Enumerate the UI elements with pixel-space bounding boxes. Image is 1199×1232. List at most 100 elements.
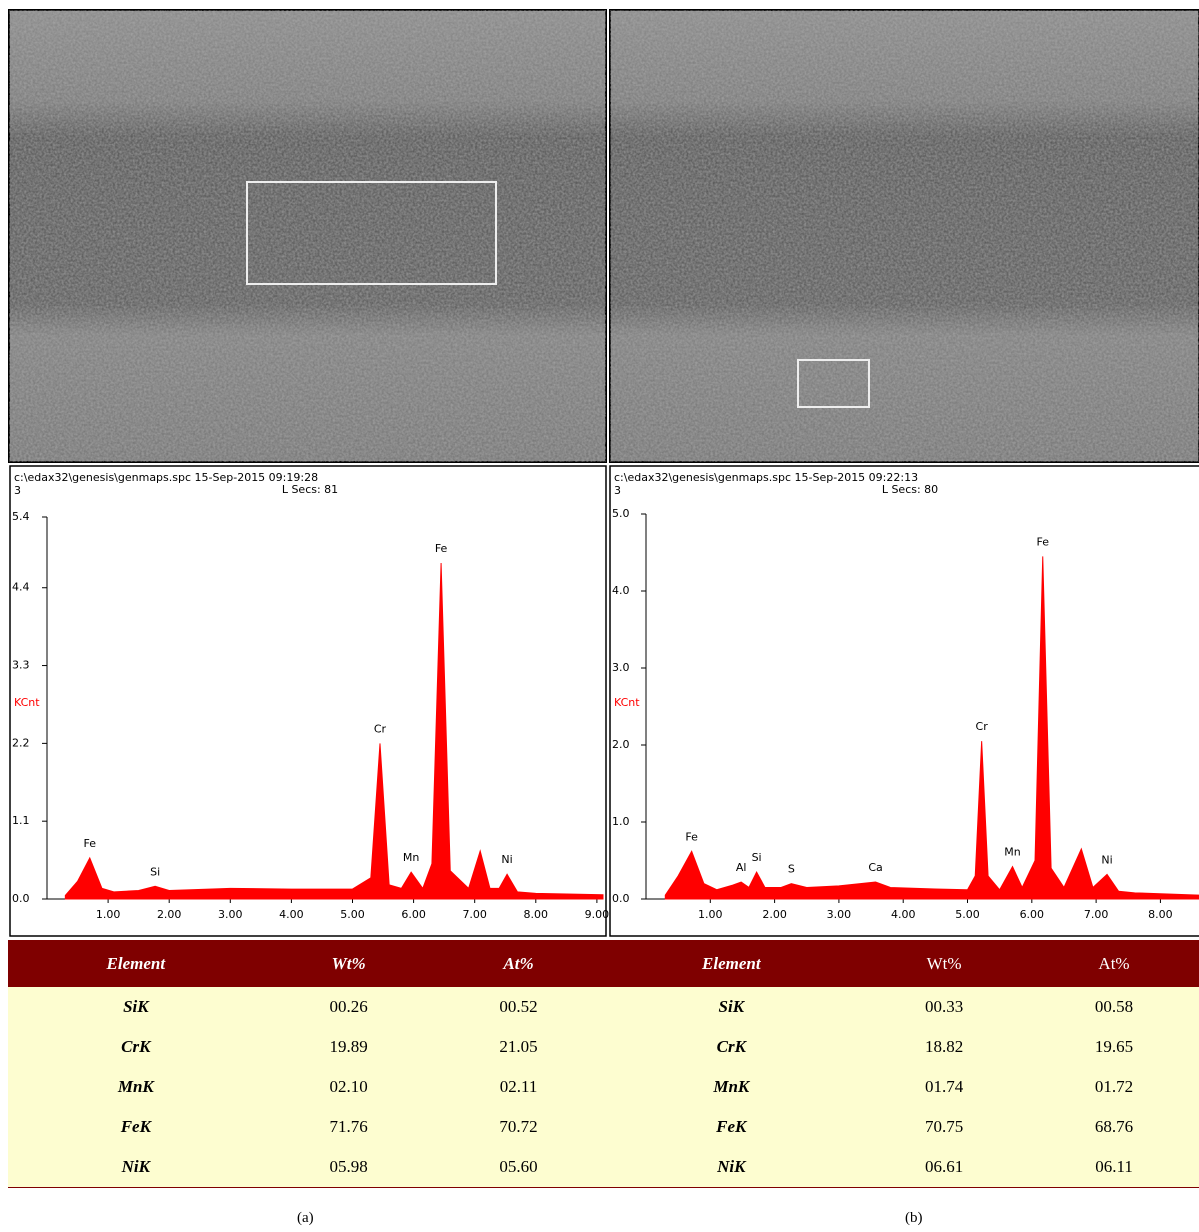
cell: 00.52 (434, 987, 604, 1027)
header-cell: At% (1029, 940, 1199, 987)
cell: SiK (603, 987, 859, 1027)
spectrum-header: 3 (14, 484, 21, 497)
cell: 19.65 (1029, 1027, 1199, 1067)
header-cell: Wt% (264, 940, 434, 987)
y-tick-label: 0.0 (12, 892, 30, 905)
cell: 00.58 (1029, 987, 1199, 1027)
figure: c:\edax32\genesis\genmaps.spc 15-Sep-201… (0, 0, 1199, 940)
cell: 68.76 (1029, 1107, 1199, 1147)
x-tick-label: 7.00 (462, 908, 487, 921)
cell: 71.76 (264, 1107, 434, 1147)
peak-label: Mn (403, 851, 419, 864)
caption: (a) (297, 1210, 314, 1227)
x-tick-label: 8.00 (1148, 908, 1173, 921)
y-tick-label: 5.0 (612, 507, 630, 520)
spectrum-subtitle: L Secs: 80 (882, 483, 938, 496)
x-tick-label: 5.00 (340, 908, 365, 921)
peak-label: Fe (84, 837, 97, 850)
cell: 00.26 (264, 987, 434, 1027)
y-tick-label: 2.0 (612, 738, 630, 751)
x-tick-label: 3.00 (218, 908, 243, 921)
cell: 06.11 (1029, 1147, 1199, 1188)
peak-label: Al (736, 861, 747, 874)
peak-label: Cr (976, 720, 989, 733)
cell: 70.72 (434, 1107, 604, 1147)
cell: CrK (8, 1027, 264, 1067)
x-tick-label: 2.00 (762, 908, 787, 921)
cell: 02.10 (264, 1067, 434, 1107)
page: c:\edax32\genesis\genmaps.spc 15-Sep-201… (0, 0, 1199, 1232)
cell: FeK (603, 1107, 859, 1147)
cell: 00.33 (859, 987, 1029, 1027)
cell: NiK (603, 1147, 859, 1188)
peak-label: S (788, 863, 795, 876)
peak-label: Ni (501, 853, 512, 866)
y-tick-label: 3.3 (12, 659, 30, 672)
y-tick-label: 5.4 (12, 510, 30, 523)
cell: MnK (8, 1067, 264, 1107)
spectrum-subtitle: L Secs: 81 (282, 483, 338, 496)
spectrum-frame (10, 466, 606, 936)
peak-label: Ca (868, 861, 882, 874)
y-tick-label: 4.0 (612, 584, 630, 597)
y-tick-label: 3.0 (612, 661, 630, 674)
x-tick-label: 1.00 (96, 908, 121, 921)
caption: (b) (905, 1210, 923, 1227)
x-tick-label: 4.00 (279, 908, 304, 921)
peak-label: Fe (685, 830, 698, 843)
peak-label: Cr (374, 722, 387, 735)
cell: 05.98 (264, 1147, 434, 1188)
cell: 02.11 (434, 1067, 604, 1107)
peak-label: Mn (1004, 846, 1020, 859)
x-tick-label: 2.00 (157, 908, 182, 921)
cell: 06.61 (859, 1147, 1029, 1188)
y-tick-label: 1.1 (12, 814, 30, 827)
x-tick-label: 6.00 (401, 908, 426, 921)
spectrum-header: 3 (614, 484, 621, 497)
y-tick-label: 4.4 (12, 581, 30, 594)
cell: FeK (8, 1107, 264, 1147)
header-cell: At% (434, 940, 604, 987)
y-axis-label: KCnt (14, 696, 40, 709)
cell: 70.75 (859, 1107, 1029, 1147)
header-cell: Wt% (859, 940, 1029, 987)
cell: NiK (8, 1147, 264, 1188)
peak-label: Ni (1101, 853, 1112, 866)
cell: 05.60 (434, 1147, 604, 1188)
x-tick-label: 7.00 (1084, 908, 1109, 921)
cell: 18.82 (859, 1027, 1029, 1067)
y-axis-label: KCnt (614, 696, 640, 709)
y-tick-label: 0.0 (612, 892, 630, 905)
peak-label: Fe (1036, 535, 1049, 548)
header-cell: Element (8, 940, 264, 987)
cell: MnK (603, 1067, 859, 1107)
cell: CrK (603, 1027, 859, 1067)
peak-label: Si (150, 865, 160, 878)
x-tick-label: 8.00 (524, 908, 549, 921)
cell: 21.05 (434, 1027, 604, 1067)
spectrum-header: c:\edax32\genesis\genmaps.spc 15-Sep-201… (614, 471, 918, 484)
cell: 01.72 (1029, 1067, 1199, 1107)
x-tick-label: 4.00 (891, 908, 916, 921)
x-tick-label: 3.00 (827, 908, 852, 921)
x-tick-label: 9.00 (585, 908, 610, 921)
cell: 19.89 (264, 1027, 434, 1067)
x-tick-label: 5.00 (955, 908, 980, 921)
x-tick-label: 6.00 (1020, 908, 1045, 921)
sem-image-a (9, 10, 606, 462)
sem-image-b (610, 10, 1199, 462)
peak-label: Si (752, 851, 762, 864)
y-tick-label: 2.2 (12, 736, 30, 749)
peak-label: Fe (435, 542, 448, 555)
y-tick-label: 1.0 (612, 815, 630, 828)
x-tick-label: 1.00 (698, 908, 723, 921)
spectrum-header: c:\edax32\genesis\genmaps.spc 15-Sep-201… (14, 471, 318, 484)
header-cell: Element (603, 940, 859, 987)
cell: 01.74 (859, 1067, 1029, 1107)
